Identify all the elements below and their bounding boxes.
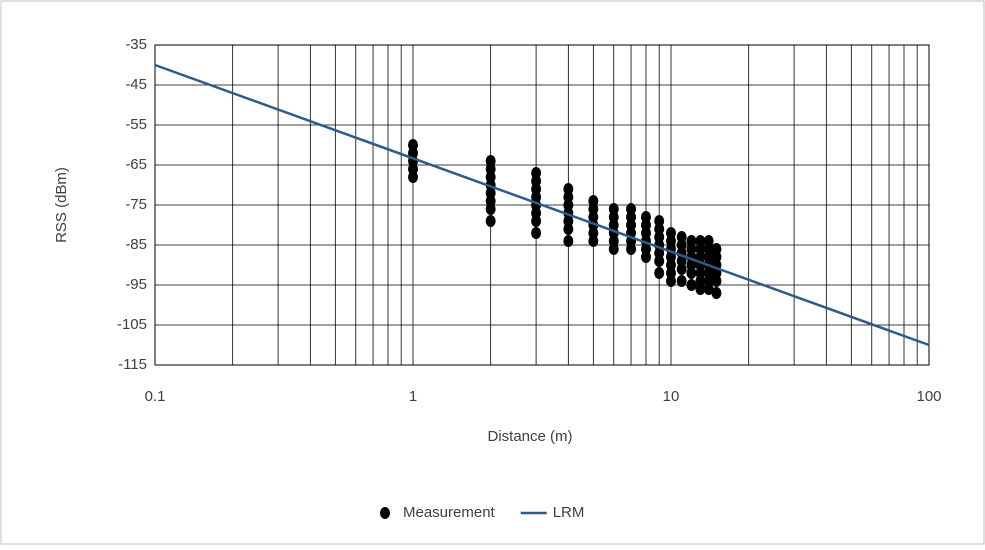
y-tick-label: -95 [125,276,147,293]
scatter-point [485,203,496,215]
scatter-point [640,251,651,263]
y-tick-label: -85 [125,236,147,253]
scatter-point [711,287,722,299]
scatter-point [408,171,418,183]
y-tick-label: -65 [125,156,147,173]
y-tick-label: -115 [118,356,147,373]
x-tick-label: 10 [663,388,680,405]
y-tick-label: -45 [125,76,147,93]
legend-label: LRM [553,504,585,521]
y-tick-label: -75 [125,196,147,213]
y-axis-title: RSS (dBm) [53,167,70,243]
scatter-point [563,235,574,247]
y-tick-label: -105 [117,316,147,333]
y-tick-label: -55 [125,116,147,133]
scatter-point [703,283,714,295]
plot-area [154,44,930,366]
scatter-point [686,267,697,279]
x-tick-label: 1 [409,388,417,405]
scatter-point [626,243,637,255]
scatter-point [666,275,676,287]
scatter-point [608,243,619,255]
x-tick-label: 100 [916,388,941,405]
scatter-point [563,223,574,235]
scatter-point [676,263,687,275]
scatter-point [711,275,722,287]
x-tick-label: 0.1 [145,388,166,405]
legend-label: Measurement [403,504,496,521]
scatter-point [654,255,665,267]
scatter-point [654,267,665,279]
x-axis-title: Distance (m) [487,428,572,445]
scatter-point [531,215,542,227]
scatter-point [686,279,697,291]
y-tick-label: -35 [125,36,147,53]
scatter-point [588,235,599,247]
line [154,63,930,347]
scatter-point [531,227,542,239]
scatter-point [485,215,496,227]
scatter-point [676,275,687,287]
scatter-point [695,283,706,295]
legend-marker [380,507,390,519]
